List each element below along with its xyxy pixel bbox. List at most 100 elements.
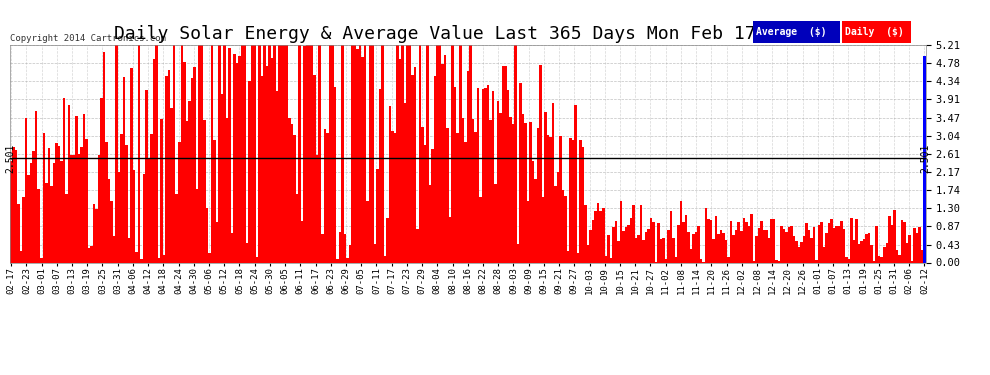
Bar <box>745 222 747 262</box>
Bar <box>304 46 306 262</box>
Bar <box>567 251 569 262</box>
Bar <box>842 229 845 262</box>
Bar <box>723 233 725 262</box>
Bar <box>160 119 163 262</box>
Bar <box>48 148 50 262</box>
Bar <box>158 258 160 262</box>
Bar <box>353 41 356 262</box>
Bar <box>178 141 180 262</box>
Bar <box>592 220 594 262</box>
Bar <box>448 216 451 262</box>
Bar <box>880 257 883 262</box>
Bar <box>253 42 255 262</box>
Bar <box>715 216 718 262</box>
Bar <box>471 119 474 262</box>
Bar <box>870 245 873 262</box>
Bar <box>514 41 517 262</box>
Bar <box>710 220 713 262</box>
Bar <box>444 55 446 262</box>
Bar <box>231 233 234 262</box>
Bar <box>319 41 321 262</box>
Bar <box>80 147 82 262</box>
Bar <box>469 41 471 262</box>
Bar <box>780 226 783 262</box>
Bar <box>738 222 740 262</box>
Bar <box>93 204 95 262</box>
Title: Daily Solar Energy & Average Value Last 365 Days Mon Feb 17 07:08: Daily Solar Energy & Average Value Last … <box>114 26 822 44</box>
Bar <box>833 228 836 262</box>
Bar <box>185 122 188 262</box>
Bar <box>494 184 497 262</box>
Bar <box>165 76 168 262</box>
Bar <box>363 44 366 262</box>
Bar <box>446 128 448 262</box>
Bar <box>306 41 309 262</box>
Bar <box>33 151 35 262</box>
Bar <box>855 219 858 262</box>
Bar <box>767 238 770 262</box>
Bar <box>788 227 790 262</box>
Text: Average  ($): Average ($) <box>756 27 827 37</box>
Bar <box>540 65 542 262</box>
Bar <box>35 111 38 262</box>
Bar <box>422 127 424 262</box>
Bar <box>201 41 203 262</box>
Bar <box>863 239 865 262</box>
Bar <box>775 260 777 262</box>
Bar <box>718 234 720 262</box>
Bar <box>464 142 466 262</box>
Bar <box>236 63 239 262</box>
Bar <box>28 174 30 262</box>
Bar <box>43 133 45 262</box>
Bar <box>175 194 178 262</box>
Bar <box>30 163 33 262</box>
Bar <box>324 129 326 262</box>
Bar <box>239 56 241 262</box>
Bar <box>530 122 532 262</box>
Bar <box>15 150 18 262</box>
Bar <box>396 41 399 262</box>
Bar <box>725 240 728 262</box>
Bar <box>831 219 833 262</box>
Bar <box>546 135 549 262</box>
Bar <box>733 235 735 262</box>
Bar <box>512 123 514 262</box>
Bar <box>298 41 301 262</box>
Bar <box>394 133 396 262</box>
Bar <box>283 41 286 262</box>
Bar <box>507 90 509 262</box>
Bar <box>753 21 841 43</box>
Bar <box>813 227 815 262</box>
Bar <box>700 259 702 262</box>
Bar <box>476 88 479 262</box>
Bar <box>168 70 170 262</box>
Bar <box>690 249 692 262</box>
Bar <box>847 260 850 262</box>
Bar <box>549 137 551 262</box>
Bar <box>23 197 25 262</box>
Bar <box>301 221 304 262</box>
Bar <box>356 49 358 262</box>
Bar <box>95 209 98 262</box>
Bar <box>85 139 88 262</box>
Bar <box>88 248 90 262</box>
Bar <box>409 41 411 262</box>
Bar <box>351 41 353 262</box>
Bar <box>155 41 158 262</box>
Bar <box>735 230 738 262</box>
Bar <box>373 244 376 262</box>
Bar <box>479 197 481 262</box>
Bar <box>218 41 221 262</box>
Bar <box>399 60 401 262</box>
Bar <box>108 179 110 262</box>
Bar <box>649 218 652 262</box>
Bar <box>148 159 150 262</box>
Bar <box>193 67 196 262</box>
Bar <box>740 231 742 262</box>
Bar <box>911 261 913 262</box>
Text: Daily  ($): Daily ($) <box>845 27 904 37</box>
Bar <box>221 94 223 262</box>
Bar <box>248 81 250 262</box>
Bar <box>391 131 394 262</box>
Bar <box>535 179 537 262</box>
